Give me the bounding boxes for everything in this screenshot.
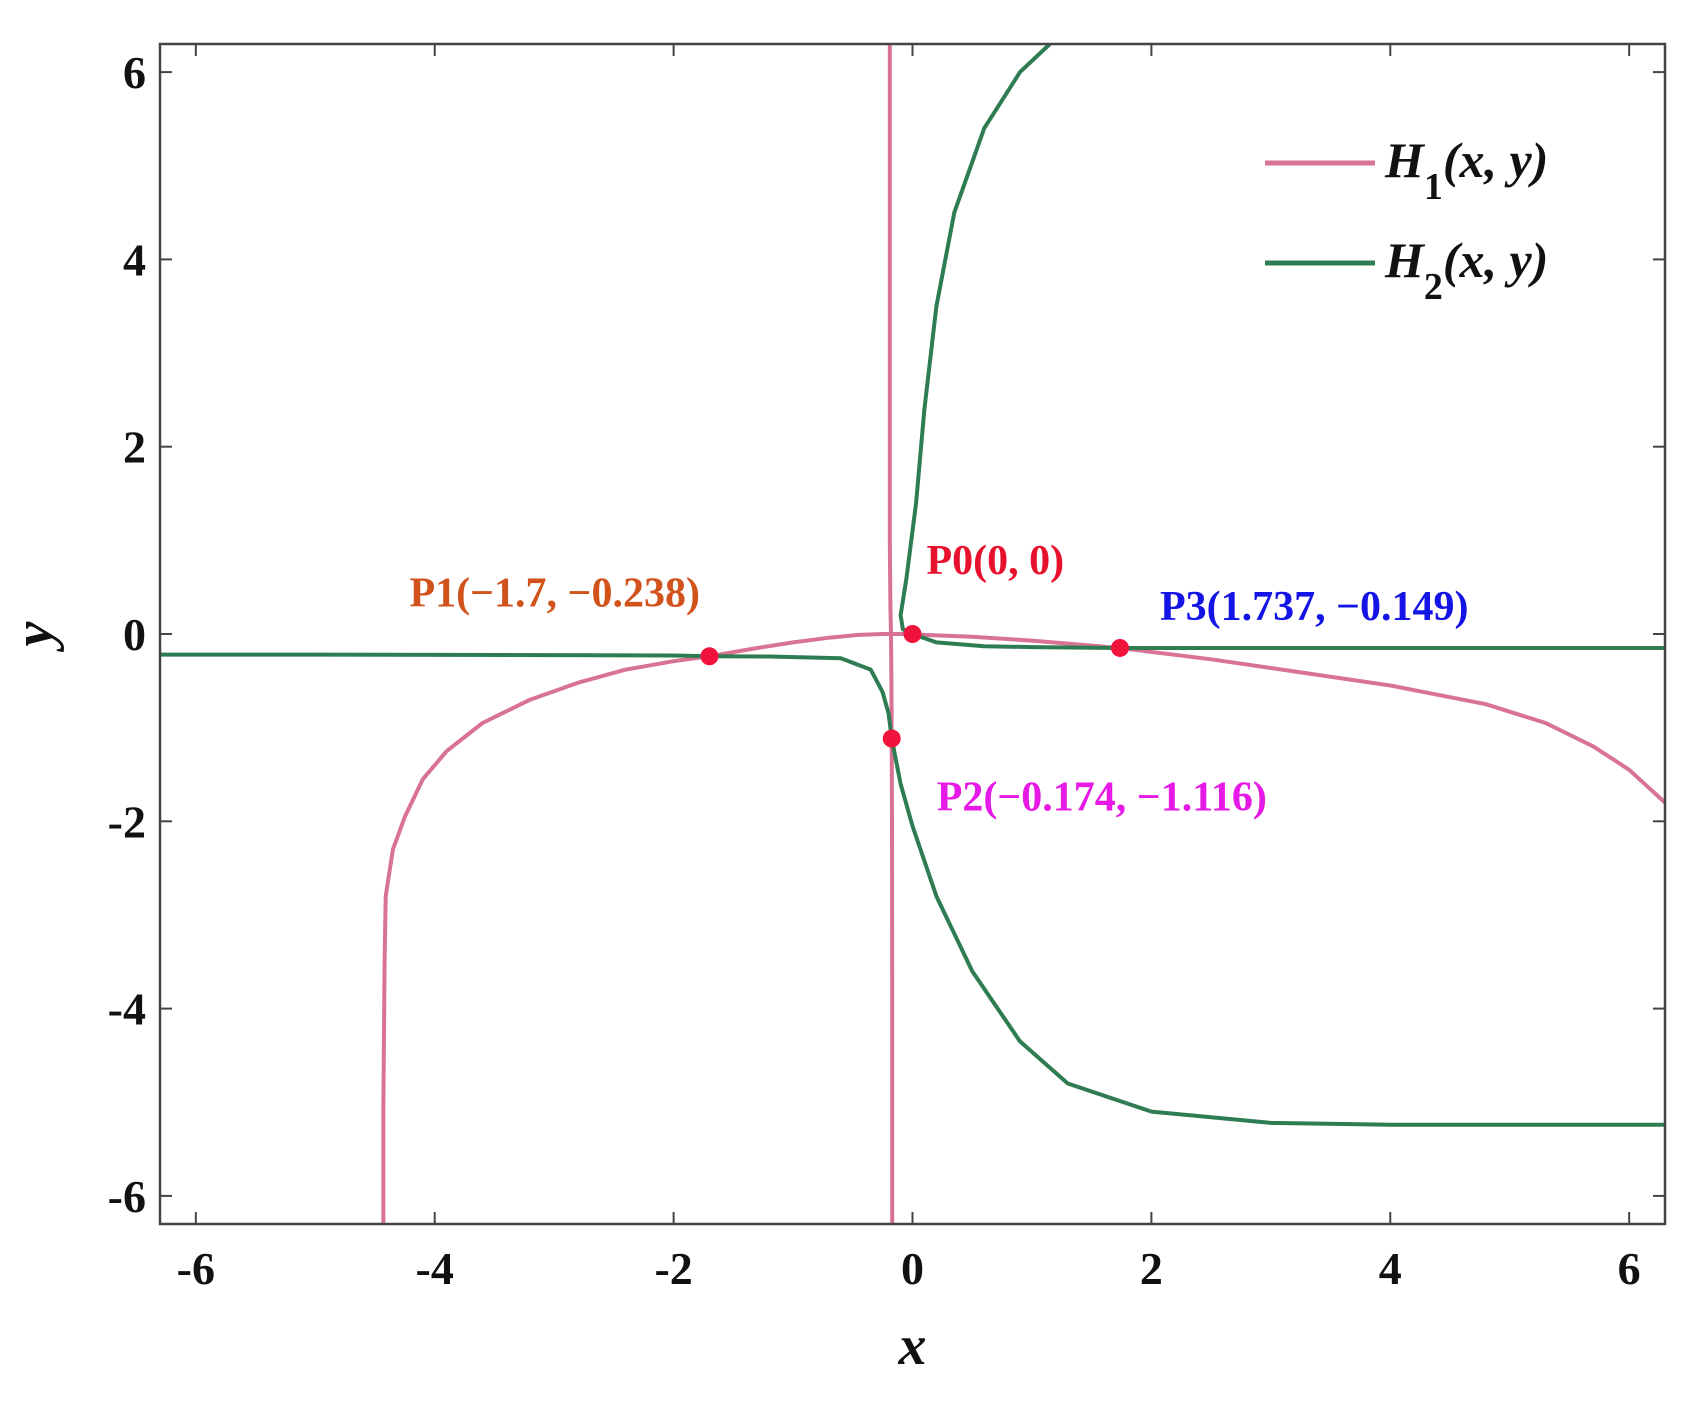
legend-label-1: H1(x, y)	[1384, 132, 1548, 208]
series-1-curve-1	[381, 632, 1665, 1224]
x-tick-label: -4	[416, 1243, 454, 1294]
point-label-p1: P1(−1.7, −0.238)	[409, 570, 700, 616]
y-tick-label: -6	[108, 1171, 146, 1222]
marker-p0	[903, 625, 922, 643]
series-2-curve-2	[898, 44, 1665, 650]
markers-layer	[700, 625, 1129, 748]
x-tick-label: 6	[1618, 1243, 1641, 1294]
legend: H1(x, y) H2(x, y)	[1265, 132, 1548, 308]
y-tick-label: -2	[108, 796, 146, 847]
point-labels-layer: P0(0, 0) P1(−1.7, −0.238) P2(−0.174, −1.11…	[409, 538, 1468, 821]
series-1-curve-2	[887, 44, 895, 1224]
x-tick-label: -2	[654, 1243, 692, 1294]
marker-p2	[882, 729, 901, 748]
y-axis-title: y	[3, 620, 65, 652]
point-label-p3: P3(1.737, −0.149)	[1160, 584, 1469, 630]
legend-label-2: H2(x, y)	[1384, 232, 1548, 308]
series-2-curve-1	[160, 652, 1665, 1127]
x-axis-title: x	[898, 1315, 927, 1377]
x-tick-label: -6	[177, 1243, 215, 1294]
y-tick-label: 2	[123, 422, 146, 473]
ticks-layer: -6 -4 -2 0 2 4 6 -6 -4 -2 0 2 4 6	[108, 44, 1665, 1294]
x-tick-label: 4	[1379, 1243, 1402, 1294]
series-layer	[160, 44, 1665, 1224]
point-label-p0: P0(0, 0)	[927, 538, 1065, 584]
y-tick-label: 4	[123, 234, 146, 285]
y-tick-label: -4	[108, 984, 146, 1035]
point-label-p2: P2(−0.174, −1.116)	[937, 775, 1267, 821]
marker-p3	[1110, 638, 1129, 657]
marker-p1	[700, 647, 719, 666]
x-tick-label: 0	[901, 1243, 924, 1294]
y-tick-label: 6	[123, 47, 146, 98]
y-tick-label: 0	[123, 609, 146, 660]
x-tick-label: 2	[1140, 1243, 1163, 1294]
